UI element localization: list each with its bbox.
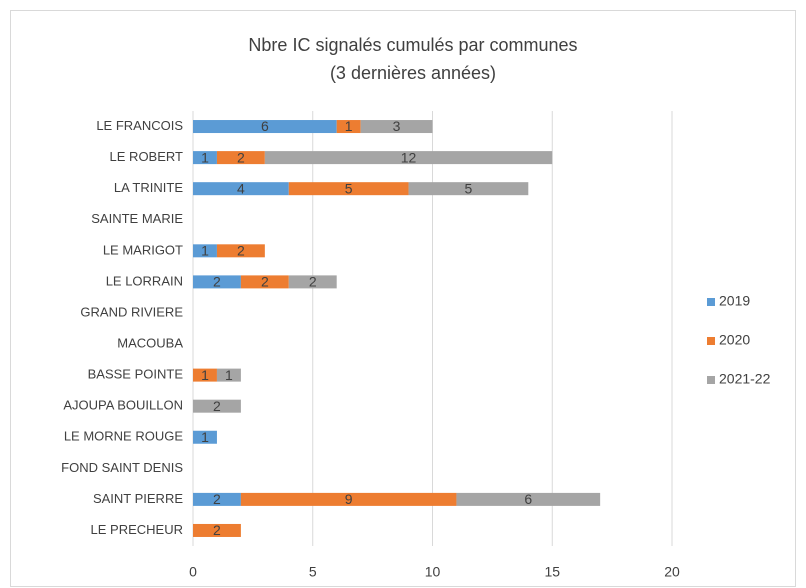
data-label: 2 — [237, 243, 245, 259]
data-label: 2 — [261, 274, 269, 290]
legend-label: 2020 — [719, 332, 750, 348]
bar-segment — [193, 368, 217, 382]
bar-segment — [216, 368, 241, 382]
y-tick-label: LE ROBERT — [110, 149, 184, 164]
data-label: 1 — [225, 367, 233, 383]
bar-segment — [193, 151, 217, 165]
y-tick-label: SAINTE MARIE — [91, 211, 183, 226]
y-tick-label: BASSE POINTE — [88, 367, 184, 382]
chart-subtitle: (3 dernières années) — [330, 63, 496, 83]
bar-segment — [288, 275, 337, 289]
data-label: 2 — [213, 274, 221, 290]
y-tick-label: AJOUPA BOUILLON — [63, 398, 183, 413]
bar-segment — [193, 244, 217, 258]
x-tick-label: 15 — [544, 564, 560, 580]
data-label: 1 — [201, 367, 209, 383]
data-label: 1 — [201, 429, 209, 445]
bar-segment — [264, 151, 553, 165]
x-tick-label: 20 — [664, 564, 680, 580]
legend-swatch — [707, 298, 715, 306]
legend-swatch — [707, 376, 715, 384]
y-tick-label: MACOUBA — [117, 335, 183, 350]
bar-segment — [193, 120, 337, 134]
data-label: 2 — [237, 149, 245, 165]
data-label: 1 — [345, 118, 353, 134]
data-label: 2 — [309, 274, 317, 290]
data-label: 2 — [213, 491, 221, 507]
bar-segment — [193, 492, 241, 506]
y-tick-label: SAINT PIERRE — [93, 491, 183, 506]
bar-segment — [456, 492, 601, 506]
x-tick-label: 5 — [309, 564, 317, 580]
chart-title: Nbre IC signalés cumulés par communes — [248, 35, 577, 55]
bar-segment — [216, 244, 265, 258]
data-label: 6 — [261, 118, 269, 134]
x-tick-label: 10 — [425, 564, 441, 580]
legend-label: 2021-22 — [719, 371, 771, 387]
data-label: 2 — [213, 398, 221, 414]
legend-label: 2019 — [719, 293, 750, 309]
bar-segment — [193, 430, 217, 444]
data-label: 6 — [524, 491, 532, 507]
bar-segment — [360, 120, 433, 134]
data-label: 9 — [345, 491, 353, 507]
data-label: 5 — [345, 180, 353, 196]
bar-segment — [193, 523, 241, 537]
bar-segment — [216, 151, 265, 165]
y-tick-label: FOND SAINT DENIS — [61, 460, 183, 475]
data-label: 12 — [401, 149, 417, 165]
y-tick-label: GRAND RIVIERE — [80, 304, 183, 319]
legend-swatch — [707, 337, 715, 345]
data-label: 5 — [465, 180, 473, 196]
bar-segment — [193, 275, 241, 289]
x-tick-label: 0 — [189, 564, 197, 580]
data-label: 1 — [201, 243, 209, 259]
bar-segment — [193, 399, 241, 413]
bar-segment — [193, 182, 289, 196]
data-label: 1 — [201, 149, 209, 165]
bar-segment — [408, 182, 529, 196]
y-tick-label: LA TRINITE — [114, 180, 183, 195]
bar-segment — [240, 275, 289, 289]
data-label: 3 — [393, 118, 401, 134]
y-tick-label: LE FRANCOIS — [96, 118, 183, 133]
y-tick-label: LE MORNE ROUGE — [64, 429, 184, 444]
bar-segment — [288, 182, 409, 196]
bar-segment — [240, 492, 457, 506]
data-label: 2 — [213, 522, 221, 538]
y-tick-label: LE PRECHEUR — [91, 522, 183, 537]
y-tick-label: LE LORRAIN — [106, 273, 183, 288]
y-tick-label: LE MARIGOT — [103, 242, 183, 257]
data-label: 4 — [237, 180, 245, 196]
bar-segment — [336, 120, 361, 134]
chart-border — [10, 10, 796, 587]
